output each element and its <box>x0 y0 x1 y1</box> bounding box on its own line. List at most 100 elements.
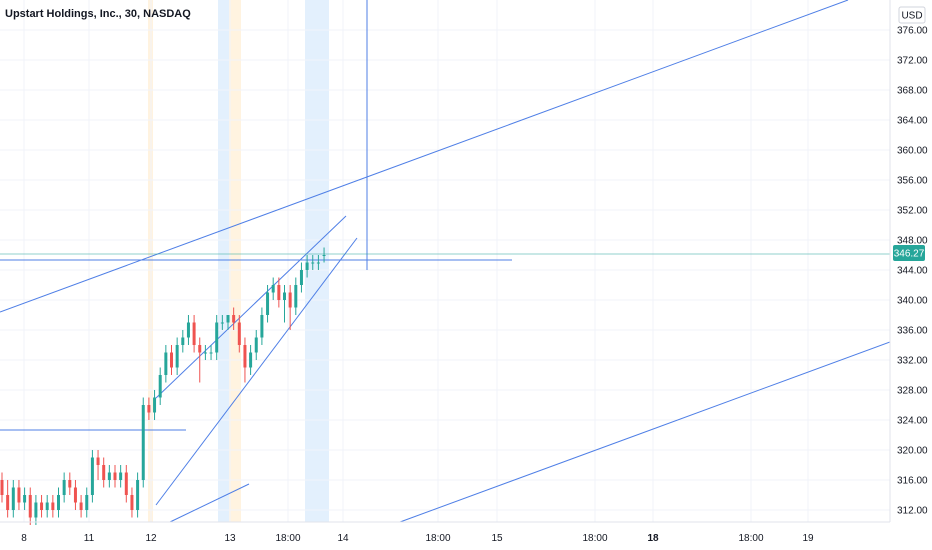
time-tick-label: 14 <box>337 533 349 544</box>
candle-body <box>288 292 292 308</box>
candle-body <box>299 270 303 285</box>
candle-body <box>175 345 179 368</box>
candle-body <box>215 322 219 353</box>
channel-lower-line <box>155 237 358 506</box>
candle-body <box>226 315 230 323</box>
candle-body <box>164 352 168 375</box>
candle-body <box>237 322 241 345</box>
candle-body <box>198 345 202 353</box>
candle-body <box>90 457 94 495</box>
price-tick-label: 348.00 <box>897 236 928 247</box>
symbol-title: Upstart Holdings, Inc., 30, NASDAQ <box>5 8 191 20</box>
last-price-label: 346.27 <box>894 248 925 259</box>
price-tick-label: 352.00 <box>897 206 928 217</box>
price-tick-label: 356.00 <box>897 176 928 187</box>
price-tick-label: 320.00 <box>897 446 928 457</box>
candle-body <box>220 322 224 324</box>
candle-body <box>40 502 44 510</box>
grid-lines <box>0 0 890 522</box>
candle-body <box>45 502 49 510</box>
candle-body <box>181 337 185 345</box>
candle-body <box>85 495 89 510</box>
time-tick-label: 13 <box>224 533 236 544</box>
lower-trend-line <box>399 341 891 523</box>
candle-body <box>96 457 100 465</box>
candle-body <box>209 352 213 354</box>
time-tick-label: 11 <box>84 533 95 544</box>
time-tick-label: 18:00 <box>425 533 450 544</box>
candle-body <box>136 480 140 510</box>
candle-body <box>277 285 281 300</box>
candle-body <box>141 405 145 480</box>
time-tick-label: 8 <box>21 533 27 544</box>
candle-body <box>62 480 66 495</box>
candle-body <box>271 285 275 293</box>
candle-body <box>113 472 117 480</box>
candle-body <box>186 322 190 338</box>
candle-body <box>102 465 106 480</box>
time-tick-label: 18:00 <box>738 533 763 544</box>
candle-body <box>68 480 72 488</box>
price-tick-label: 340.00 <box>897 296 928 307</box>
candle-body <box>260 315 264 338</box>
candle-body <box>316 262 320 264</box>
time-tick-label: 18:00 <box>275 533 300 544</box>
candle-body <box>249 352 253 368</box>
candle-body <box>34 502 38 518</box>
candle-body <box>28 495 32 518</box>
time-tick-label: 15 <box>491 533 503 544</box>
candle-body <box>322 255 326 256</box>
trend-drawings <box>0 0 891 523</box>
candle-body <box>17 487 21 503</box>
price-tick-label: 372.00 <box>897 56 928 67</box>
price-tick-label: 316.00 <box>897 476 928 487</box>
price-tick-label: 336.00 <box>897 326 928 337</box>
candle-body <box>254 337 258 353</box>
candle-body <box>283 292 286 300</box>
currency-box <box>898 6 926 24</box>
currency-label-group: USD <box>898 6 926 24</box>
time-tick-label: 19 <box>802 533 814 544</box>
candle-body <box>158 375 162 398</box>
last-price-badge <box>893 244 925 261</box>
candle-body <box>130 495 134 510</box>
price-tick-label: 328.00 <box>897 386 928 397</box>
price-tick-label: 368.00 <box>897 86 928 97</box>
candle-body <box>266 292 270 315</box>
candle-body <box>119 472 123 480</box>
candle-body <box>57 495 60 510</box>
lower-ray-line <box>169 483 250 523</box>
candle-body <box>73 487 77 503</box>
session-band <box>305 0 329 522</box>
upper-trend-line <box>0 0 849 313</box>
candle-body <box>23 495 27 503</box>
candle-body <box>107 472 111 480</box>
candle-body <box>153 397 157 413</box>
candle-body <box>0 480 4 495</box>
price-tick-label: 364.00 <box>897 116 928 127</box>
currency-label: USD <box>901 11 922 22</box>
price-tick-label: 344.00 <box>897 266 928 277</box>
price-tick-label: 376.00 <box>897 26 928 37</box>
candle-body <box>294 285 298 308</box>
candles <box>0 247 326 525</box>
candle-body <box>243 345 247 368</box>
candle-body <box>170 352 173 368</box>
candle-body <box>51 502 55 510</box>
price-tick-label: 324.00 <box>897 416 928 427</box>
price-tick-label: 312.00 <box>897 506 928 517</box>
time-axis: 8 11 12 13 18:00 14 18:00 15 18:00 18 18:00 19 <box>0 521 890 544</box>
price-tick-label: 332.00 <box>897 356 928 367</box>
candle-body <box>147 405 151 413</box>
time-tick-label: 18:00 <box>582 533 607 544</box>
price-axis: 376.00 372.00 368.00 364.00 360.00 356.00 352.… <box>889 0 928 522</box>
candle-body <box>124 472 128 495</box>
candle-body <box>203 352 207 354</box>
candle-body <box>6 495 10 510</box>
candle-body <box>305 262 309 270</box>
candle-body <box>11 487 15 510</box>
price-tick-label: 360.00 <box>897 146 928 157</box>
candle-body <box>192 322 196 345</box>
